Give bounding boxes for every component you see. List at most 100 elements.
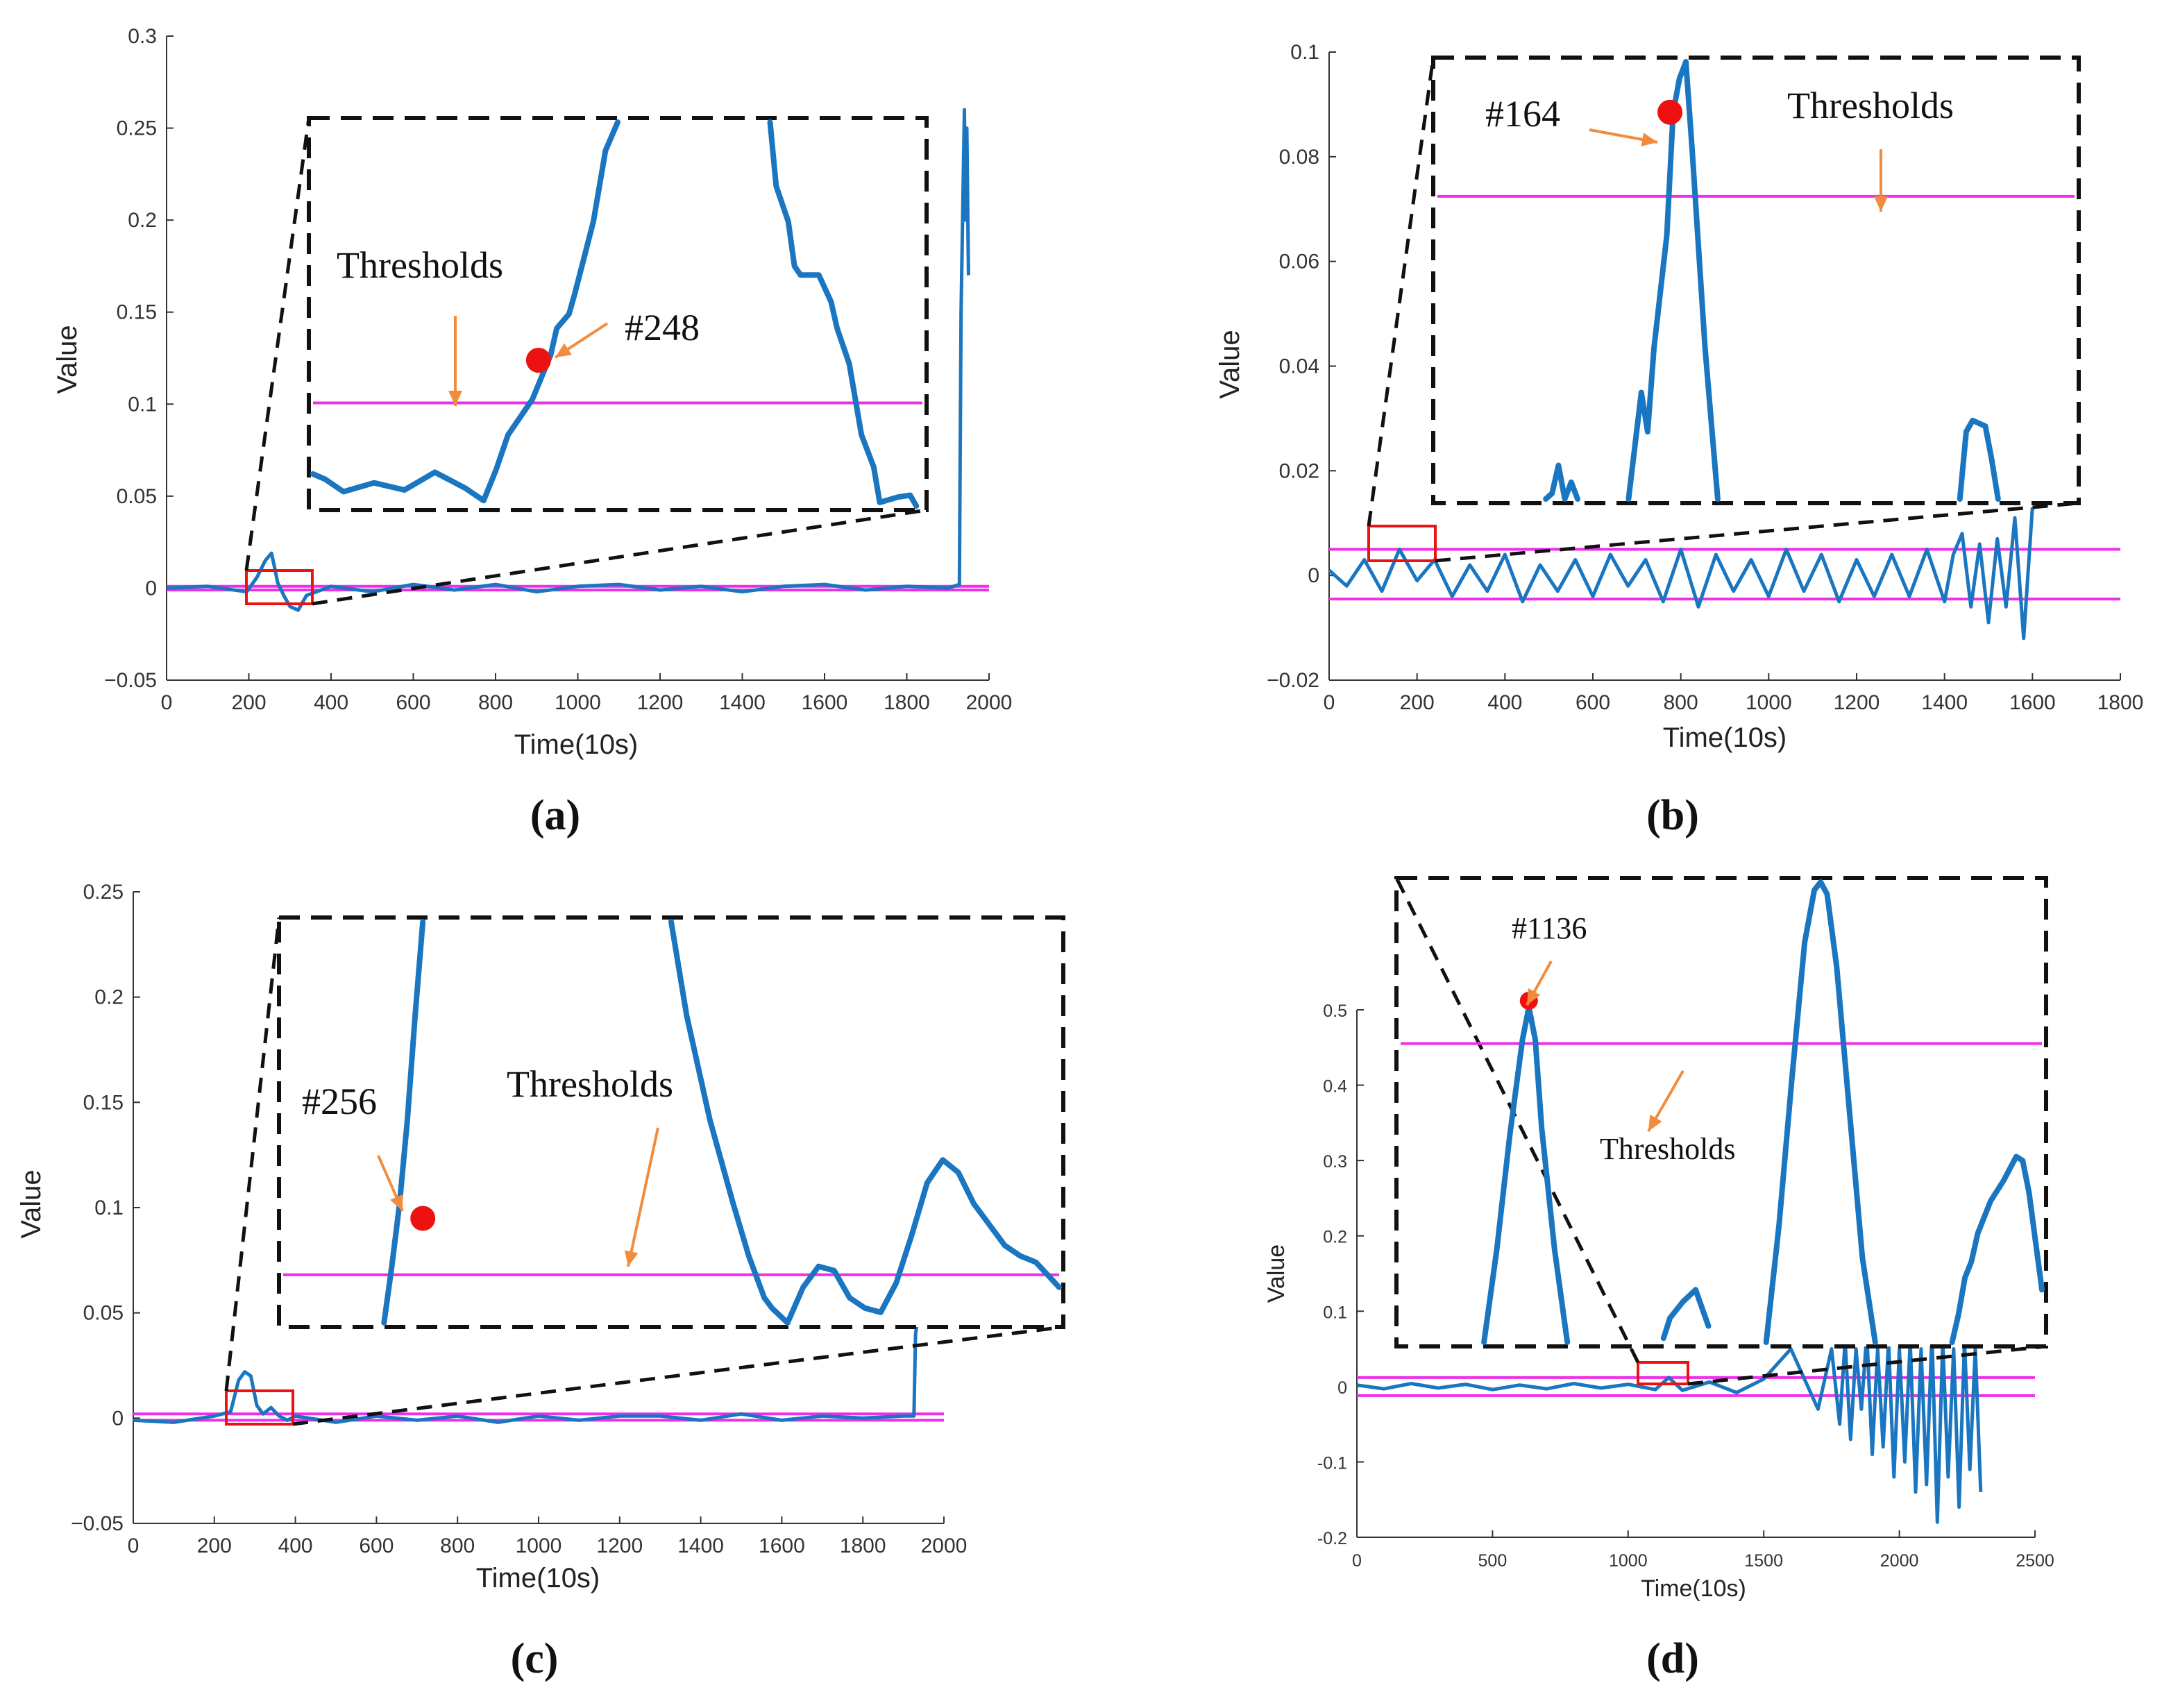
y-tick-label: 0.3 <box>128 25 157 48</box>
zoom-connector-left <box>1394 877 1640 1364</box>
x-tick-label: 2000 <box>966 691 1013 714</box>
y-tick-label: -0.1 <box>1317 1453 1347 1473</box>
x-tick-label: 400 <box>1487 691 1522 714</box>
zoom-connector-right <box>312 508 927 606</box>
inset-series-line <box>668 919 1062 1326</box>
x-tick-label: 2000 <box>921 1534 968 1557</box>
zoom-region-box <box>1367 525 1437 562</box>
y-tick-label: 0.15 <box>117 301 157 324</box>
inset-series-line <box>1660 1287 1712 1342</box>
x-tick-label: 1200 <box>596 1534 643 1557</box>
x-tick-label: 800 <box>440 1534 475 1557</box>
x-tick-label: 200 <box>231 691 266 714</box>
panel-b: 0 200 400 600 800 1000 1200 1400 1600 1800−0.0200… <box>1215 41 2143 839</box>
y-tick-label: −0.02 <box>1267 669 1319 692</box>
y-tick-label: −0.05 <box>104 669 157 692</box>
panel-c: 0 200 400 600 800 1000 1200 1400 1600 1800 2000 −0.… <box>16 881 1065 1682</box>
inset-frame <box>1431 56 2081 505</box>
zoom-connector-left <box>244 117 311 571</box>
y-axis-label: Value <box>16 1169 47 1238</box>
x-tick-label: 1200 <box>637 691 684 714</box>
panel-label: (c) <box>511 1635 559 1682</box>
inset-series-line <box>767 119 920 509</box>
panel-label: (d) <box>1646 1635 1699 1682</box>
y-tick-label: 0.05 <box>117 485 157 508</box>
x-tick-label: 600 <box>1576 691 1610 714</box>
x-tick-label: 0 <box>1324 691 1335 714</box>
thresholds-annotation: Thresholds <box>507 1063 673 1105</box>
x-tick-label: 800 <box>478 691 513 714</box>
zoom-region-box <box>1637 1361 1689 1385</box>
thresholds-annotation: Thresholds <box>1600 1132 1736 1166</box>
x-tick-label: 600 <box>359 1534 394 1557</box>
x-tick-label: 400 <box>278 1534 313 1557</box>
y-tick-label: 0.1 <box>1323 1303 1347 1322</box>
y-tick-label: 0.15 <box>83 1091 124 1114</box>
x-axis-label: Time(10s) <box>1663 722 1787 753</box>
y-axis-label: Value <box>52 325 83 394</box>
detection-point-label: #256 <box>302 1081 377 1122</box>
panel-label: (b) <box>1646 792 1699 839</box>
x-tick-label: 0 <box>161 691 173 714</box>
x-tick-label: 1000 <box>555 691 601 714</box>
detection-point-marker <box>410 1206 436 1231</box>
x-tick-label: 1800 <box>2097 691 2144 714</box>
thresholds-arrowhead <box>1648 1114 1662 1131</box>
zoom-region-box <box>225 1389 294 1426</box>
x-tick-label: 400 <box>314 691 348 714</box>
zoom-connector-right <box>1687 1344 2047 1386</box>
y-tick-label: 0.05 <box>83 1302 124 1325</box>
detection-point-label: #1136 <box>1512 911 1587 945</box>
x-tick-label: 800 <box>1664 691 1698 714</box>
x-tick-label: 600 <box>396 691 430 714</box>
inset-series-line <box>1763 879 1878 1345</box>
detection-point-label: #164 <box>1485 93 1560 135</box>
detection-point-label: #248 <box>625 307 700 348</box>
y-tick-label: 0.2 <box>1323 1228 1347 1247</box>
x-tick-label: 1000 <box>516 1534 562 1557</box>
inset-frame <box>277 915 1065 1329</box>
series-line <box>1356 1332 1983 1524</box>
thresholds-annotation: Thresholds <box>1787 85 1954 126</box>
y-tick-label: 0.1 <box>1290 41 1319 64</box>
thresholds-arrow <box>627 1127 659 1267</box>
x-tick-label: 1500 <box>1744 1551 1783 1571</box>
y-tick-label: 0.25 <box>117 117 157 140</box>
panel-d: 0 500 1000 1500 2000 2500 -0.2 -0.1 0 0.1 0.2 0.3 0.… <box>1263 876 2054 1682</box>
y-tick-label: 0.02 <box>1279 459 1319 482</box>
y-tick-label: 0.08 <box>1279 146 1319 169</box>
y-tick-label: 0.2 <box>128 209 157 232</box>
series-line <box>133 1323 919 1424</box>
thresholds-annotation: Thresholds <box>337 244 503 286</box>
x-tick-label: 1800 <box>884 691 930 714</box>
x-tick-label: 0 <box>1352 1551 1362 1571</box>
thresholds-arrowhead <box>1874 196 1888 212</box>
zoom-connector-left <box>224 917 281 1392</box>
inset-frame <box>1394 876 2048 1348</box>
inset-series-line <box>381 919 426 1326</box>
x-axis-label: Time(10s) <box>476 1563 600 1593</box>
x-tick-label: 2500 <box>2016 1551 2054 1571</box>
detection-point-marker <box>525 348 551 373</box>
inset-series-line <box>1949 1153 2045 1345</box>
zoom-region-box <box>245 569 314 605</box>
x-tick-label: 1000 <box>1609 1551 1648 1571</box>
series-line <box>166 108 970 612</box>
x-tick-label: 1200 <box>1834 691 1880 714</box>
y-tick-label: 0 <box>1337 1378 1347 1398</box>
y-tick-label: 0.1 <box>128 393 157 416</box>
x-tick-label: 1000 <box>1746 691 1792 714</box>
panel-a: 0 200 400 600 800 1000 1200 1400 1600 1800 2000 −0.… <box>52 25 1012 839</box>
x-tick-label: 1400 <box>1921 691 1968 714</box>
x-tick-label: 1400 <box>677 1534 724 1557</box>
panel-label: (a) <box>530 792 580 839</box>
y-tick-label: 0.25 <box>83 881 124 904</box>
inset-frame <box>307 116 929 512</box>
x-axis-label: Time(10s) <box>1641 1575 1746 1602</box>
zoom-connector-right <box>1435 501 2079 563</box>
inset-series-line <box>1957 417 2001 502</box>
detection-point-arrowhead <box>1641 133 1657 146</box>
x-tick-label: 2000 <box>1880 1551 1919 1571</box>
detection-point-arrowhead <box>1527 988 1541 1005</box>
